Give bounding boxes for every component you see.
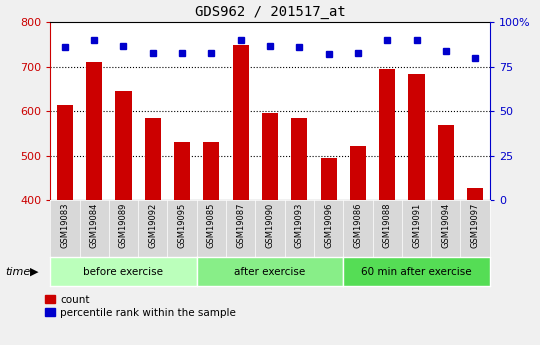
Text: GSM19083: GSM19083 [60,203,69,248]
Text: GSM19097: GSM19097 [471,203,480,248]
Bar [145,118,161,345]
Text: GSM19093: GSM19093 [295,203,304,248]
Bar [262,114,278,345]
Bar [174,142,190,345]
Text: GSM19089: GSM19089 [119,203,128,248]
Text: time: time [5,267,31,277]
Text: after exercise: after exercise [234,267,306,277]
Text: 60 min after exercise: 60 min after exercise [361,267,472,277]
Bar [291,118,307,345]
Text: GSM19091: GSM19091 [412,203,421,248]
Bar [321,158,336,345]
Text: GSM19095: GSM19095 [178,203,187,248]
Text: GSM19084: GSM19084 [90,203,99,248]
Bar [233,45,249,345]
Text: ▶: ▶ [30,267,38,277]
Text: GDS962 / 201517_at: GDS962 / 201517_at [194,5,346,19]
Bar [379,69,395,345]
Text: GSM19086: GSM19086 [353,203,362,248]
Text: before exercise: before exercise [84,267,164,277]
Text: GSM19085: GSM19085 [207,203,216,248]
Bar [438,126,454,345]
Legend: count, percentile rank within the sample: count, percentile rank within the sample [45,295,236,318]
Text: GSM19088: GSM19088 [383,203,391,248]
Bar [408,73,424,345]
Bar [86,62,102,345]
Text: GSM19094: GSM19094 [441,203,450,248]
Text: GSM19087: GSM19087 [236,203,245,248]
Text: GSM19092: GSM19092 [148,203,157,248]
Bar [116,91,132,345]
Bar [467,188,483,345]
Bar [57,105,73,345]
Bar [350,146,366,345]
Bar [204,142,219,345]
Text: GSM19090: GSM19090 [266,203,274,248]
Text: GSM19096: GSM19096 [324,203,333,248]
